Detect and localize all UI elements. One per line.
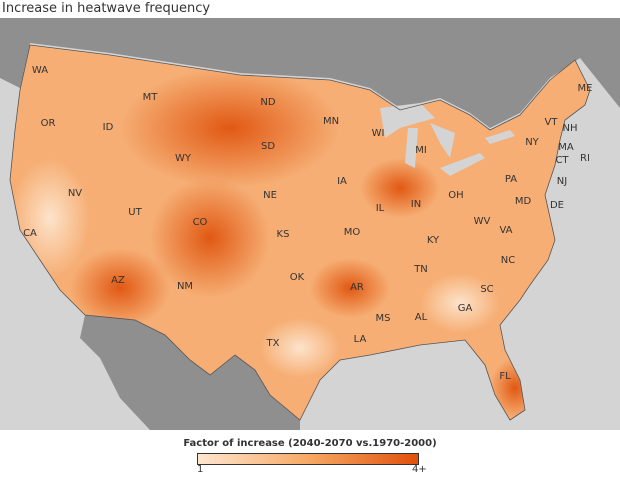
state-label-ri: RI <box>580 153 590 164</box>
state-label-or: OR <box>41 118 56 129</box>
state-label-nc: NC <box>501 255 515 266</box>
lake-superior <box>380 103 435 138</box>
map-title: Increase in heatwave frequency <box>2 1 211 16</box>
state-label-de: DE <box>550 200 564 211</box>
legend-color-bar <box>197 453 419 465</box>
state-label-mi: MI <box>415 145 427 156</box>
state-label-wy: WY <box>175 153 192 164</box>
legend: Factor of increase (2040-2070 vs.1970-20… <box>0 430 620 478</box>
state-label-ma: MA <box>558 142 574 153</box>
state-label-nv: NV <box>68 188 82 199</box>
state-label-fl: FL <box>499 371 511 382</box>
state-label-sd: SD <box>261 141 275 152</box>
heatwave-map: WA OR CA ID NV MT WY UT AZ CO NM ND SD NE KS OK TX MN IA MO… <box>0 18 620 430</box>
state-label-ia: IA <box>337 176 347 187</box>
state-labels: WA OR CA ID NV MT WY UT AZ CO NM ND SD NE KS OK TX MN IA MO… <box>23 65 592 382</box>
state-label-ca: CA <box>23 228 37 239</box>
state-label-ky: KY <box>427 235 440 246</box>
state-label-nh: NH <box>563 123 578 134</box>
state-label-co: CO <box>193 217 208 228</box>
state-label-mo: MO <box>344 227 361 238</box>
state-label-nm: NM <box>177 281 193 292</box>
lake-huron <box>430 123 455 158</box>
state-label-oh: OH <box>448 190 463 201</box>
state-label-wv: WV <box>474 216 491 227</box>
state-label-ok: OK <box>290 272 305 283</box>
state-label-ny: NY <box>525 137 539 148</box>
state-label-la: LA <box>354 334 367 345</box>
state-label-ks: KS <box>277 229 290 240</box>
canada <box>0 18 620 128</box>
state-label-ar: AR <box>350 282 364 293</box>
state-label-az: AZ <box>111 275 125 286</box>
legend-max-label: 4+ <box>412 464 427 475</box>
state-label-tn: TN <box>413 264 428 275</box>
state-label-md: MD <box>515 196 532 207</box>
lake-ontario <box>485 130 515 144</box>
state-label-ct: CT <box>555 155 569 166</box>
state-label-vt: VT <box>545 117 559 128</box>
legend-min-label: 1 <box>197 464 204 475</box>
state-label-wa: WA <box>32 65 48 76</box>
state-label-sc: SC <box>480 284 493 295</box>
lake-erie <box>440 153 485 176</box>
state-label-wi: WI <box>372 128 385 139</box>
state-label-ne: NE <box>263 190 277 201</box>
state-label-ga: GA <box>458 303 473 314</box>
state-label-al: AL <box>415 312 428 323</box>
state-label-mn: MN <box>323 116 339 127</box>
legend-title: Factor of increase (2040-2070 vs.1970-20… <box>183 438 437 449</box>
state-label-id: ID <box>103 122 114 133</box>
lake-michigan <box>405 128 418 168</box>
state-label-ms: MS <box>376 313 391 324</box>
state-label-pa: PA <box>505 174 517 185</box>
state-label-in: IN <box>411 199 421 210</box>
state-label-nd: ND <box>260 97 275 108</box>
state-label-ut: UT <box>128 207 142 218</box>
state-label-il: IL <box>376 203 385 214</box>
state-label-tx: TX <box>266 338 280 349</box>
state-label-mt: MT <box>143 92 159 103</box>
mexico <box>80 315 300 430</box>
state-label-va: VA <box>499 225 512 236</box>
state-label-nj: NJ <box>557 176 567 187</box>
state-label-me: ME <box>578 83 593 94</box>
